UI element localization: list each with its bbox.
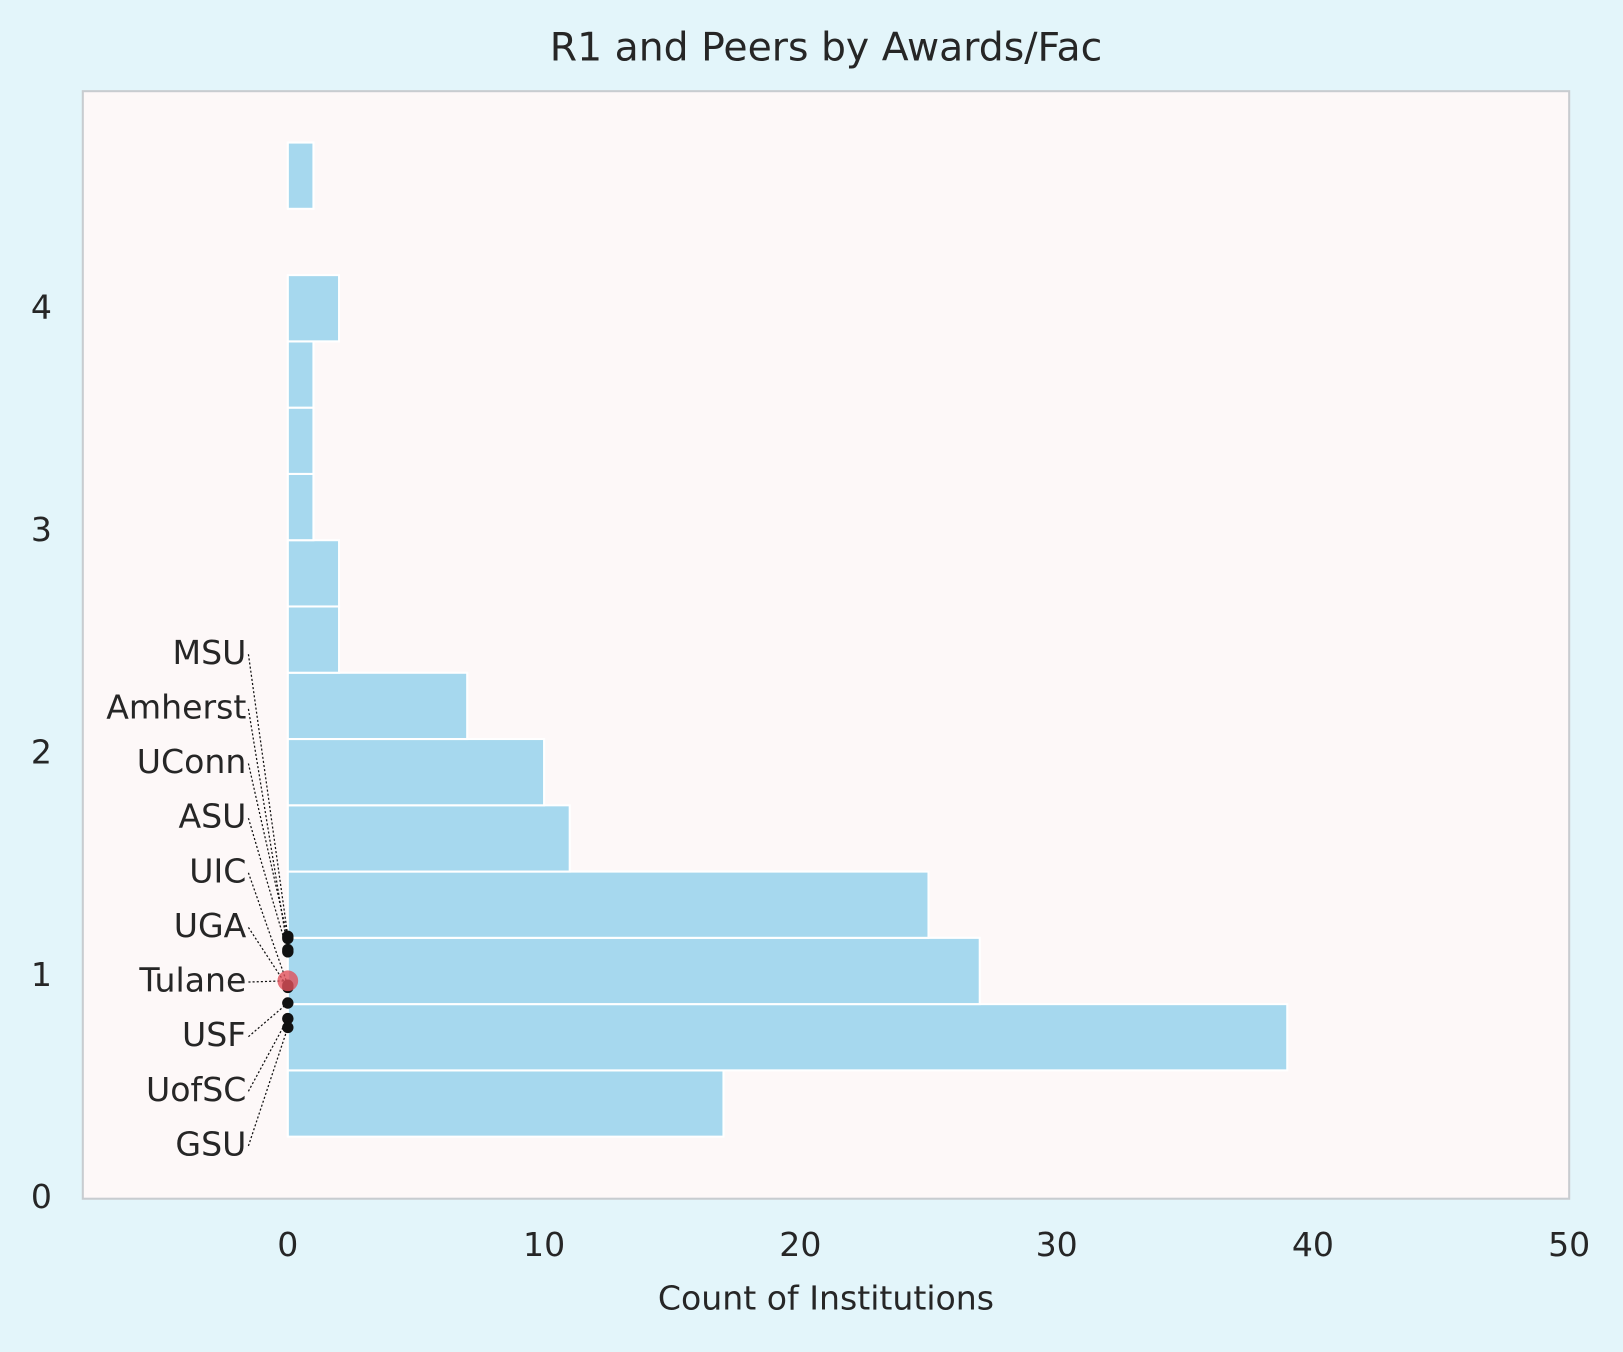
bar [286,870,930,939]
bar [286,936,981,1006]
chart-title: R1 and Peers by Awards/Fac [550,24,1102,70]
point [282,997,294,1009]
point-label: MSU [173,633,247,672]
bar [286,1003,1289,1072]
annotation-leader [248,1002,289,1038]
annotation-leader [247,1018,289,1092]
bar [286,340,315,409]
x-tick-label: 20 [779,1225,821,1264]
x-tick-label: 50 [1548,1225,1590,1264]
x-tick-label: 40 [1292,1225,1334,1264]
point-label: UIC [189,851,246,890]
bar [286,737,546,807]
point-label: UofSC [146,1070,246,1109]
x-tick-label: 10 [523,1225,565,1264]
point-label: Tulane [138,961,246,1000]
bar [286,472,315,542]
point-label: UConn [137,742,247,781]
point [277,970,299,992]
annotation-leader [247,817,289,953]
x-tick-label: 0 [277,1225,298,1264]
bar [286,605,341,674]
annotation-leader [247,763,289,939]
point-label: USF [182,1015,246,1054]
annotation-leader [247,1027,289,1147]
point [282,946,294,958]
point-label: Amherst [106,687,246,726]
point [282,932,294,945]
bar [286,274,341,343]
x-tick-label: 30 [1036,1225,1078,1264]
y-tick-label: 3 [31,510,52,549]
y-tick-label: 0 [31,1177,52,1216]
annotation-leader [247,654,289,937]
bar [286,804,571,873]
y-tick-label: 4 [31,288,52,327]
point-label: UGA [174,906,247,945]
annotation-leader [247,872,289,986]
bar [286,671,469,741]
bar [286,1069,725,1138]
point [282,1012,294,1025]
point-label: GSU [175,1124,246,1163]
point-label: ASU [178,797,246,836]
bar [286,141,315,210]
y-tick-label: 1 [31,955,52,994]
x-axis-label: Count of Institutions [658,1279,994,1318]
y-tick-label: 2 [31,732,52,771]
point [282,1021,294,1034]
bar [286,539,341,608]
bar [286,406,315,475]
